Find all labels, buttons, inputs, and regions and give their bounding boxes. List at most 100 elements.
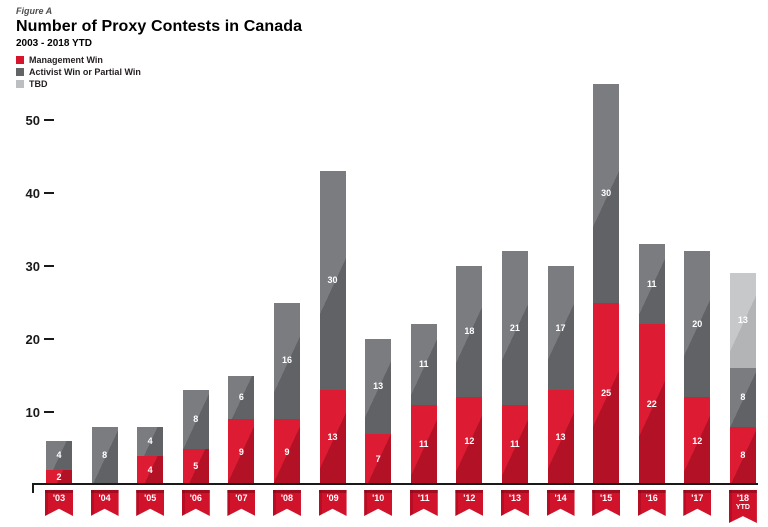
bar-value-label: 22 [646,399,657,410]
bar-stack: 11 11 [410,324,437,485]
bar-segment-0: 7 [365,433,392,485]
legend-item: TBD [16,79,141,89]
y-tick-dash [44,192,54,194]
legend: Management Win Activist Win or Partial Wi… [16,55,141,91]
bar-stack: 8 [91,426,118,485]
legend-swatch [16,80,24,88]
x-axis-pennant: '05 [136,490,165,516]
bar-value-label: 4 [147,464,153,475]
y-tick-label: 50 [25,112,40,128]
bar-segment-1: 11 [410,324,437,405]
bar-value-label: 9 [284,446,290,457]
bar-column: 8 8 13 '18 YTD [728,75,757,523]
bar-stack: 11 21 [501,251,528,485]
bar-value-label: 25 [601,388,612,399]
bar-value-label: 7 [375,453,381,464]
bar-value-label: 13 [555,432,566,443]
x-axis-label: '03 [52,493,66,503]
bar-segment-0: 22 [638,324,665,485]
x-axis-pennant: '10 [364,490,393,516]
bar-stack: 22 11 [638,244,665,485]
bar-segment-1: 16 [273,302,300,420]
bar-segment-1: 13 [365,339,392,434]
bar-value-label: 13 [737,315,748,326]
x-axis-pennant: '12 [455,490,484,516]
legend-label: TBD [29,79,48,89]
bar-value-label: 12 [692,435,703,446]
figure-label: Figure A [16,6,53,16]
bar-value-label: 30 [327,275,338,286]
bar-stack: 8 8 13 [729,273,756,485]
bar-segment-1: 4 [46,441,72,471]
bar-segment-1: 21 [501,251,528,405]
x-axis-pennant: '07 [227,490,256,516]
bar-value-label: 8 [102,450,108,461]
bar-segment-0: 2 [46,470,72,485]
bar-column: 9 6 '07 [227,75,256,516]
bar-column: 22 11 '16 [637,75,666,516]
bar-value-label: 6 [238,391,244,402]
x-axis-pennant: '17 [683,490,712,516]
bar-value-label: 11 [418,359,429,370]
bar-value-label: 8 [193,413,199,424]
chart-subtitle: 2003 - 2018 YTD [16,38,92,49]
x-axis-label: '12 [463,493,476,503]
bar-column: 12 20 '17 [683,75,712,516]
bar-column: 11 21 '13 [500,75,529,516]
legend-item: Management Win [16,55,141,65]
bar-value-label: 4 [147,435,153,446]
bar-column: 2 4'03 [45,75,73,516]
bar-stack: 13 30 [319,171,346,485]
bar-value-label: 17 [555,322,566,333]
bar-segment-0: 4 [137,455,164,485]
bar-segment-0: 11 [410,404,437,485]
bar-segment-0: 5 [182,448,209,485]
bar-value-label: 13 [373,380,384,391]
bar-column: 13 30 '09 [318,75,347,516]
bar-value-label: 8 [740,450,746,461]
bar-value-label: 11 [646,278,657,289]
bar-stack: 25 30 [593,83,620,485]
bar-column: 9 16 '08 [272,75,301,516]
y-tick: 10 [16,404,54,420]
y-tick-dash [44,265,54,267]
bar-value-label: 4 [56,450,62,461]
y-tick-label: 10 [25,404,40,420]
x-axis-pennant: '15 [592,490,621,516]
bar-stack: 12 18 [456,266,483,485]
x-axis-label: '15 [600,493,613,503]
bar-segment-1: 17 [547,266,574,391]
plot-area: 2 4'03 8'04 4 4'05 5 8'06 9 6'07 9 16'08 13 30'09 7 13… [45,75,757,523]
x-axis-origin-tick [32,485,34,493]
bar-column: 25 30 '15 [592,75,621,516]
x-axis-pennant: '09 [318,490,347,516]
y-tick-dash [44,338,54,340]
legend-item: Activist Win or Partial Win [16,67,141,77]
y-tick-dash [44,411,54,413]
y-tick-label: 30 [25,258,40,274]
bar-segment-0: 13 [547,390,574,485]
bar-value-label: 21 [509,322,520,333]
x-axis-label: '07 [235,493,248,503]
bar-segment-1: 8 [91,426,118,485]
y-tick: 40 [16,186,54,201]
bar-segment-0: 12 [456,397,483,485]
x-axis-label: '05 [144,493,157,503]
legend-swatch [16,56,24,64]
legend-label: Management Win [29,55,103,65]
bar-segment-1: 30 [593,83,620,303]
x-axis-pennant: '13 [500,490,529,516]
bar-segment-1: 20 [684,251,711,398]
chart-title: Number of Proxy Contests in Canada [16,18,303,35]
bar-segment-2: 13 [729,273,756,369]
bar-value-label: 18 [464,326,475,337]
bar-column: 5 8'06 [181,75,210,516]
x-axis-pennant: '06 [181,490,210,516]
x-axis-label: '11 [417,493,430,503]
x-axis-label: '04 [98,493,111,503]
